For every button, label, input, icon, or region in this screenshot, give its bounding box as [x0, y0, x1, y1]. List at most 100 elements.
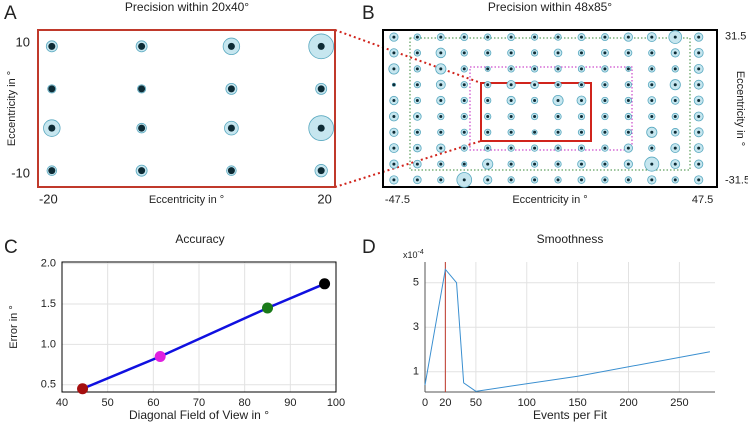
point — [650, 51, 654, 55]
point — [439, 162, 443, 166]
x-axis-label: Eccentricity in ° — [512, 194, 587, 206]
point — [392, 146, 396, 150]
point — [439, 35, 443, 39]
point — [486, 146, 490, 150]
point — [462, 83, 466, 87]
region-outer — [409, 37, 691, 171]
point — [227, 167, 235, 175]
point — [556, 162, 560, 166]
x-tick-label: 250 — [670, 397, 688, 409]
point — [317, 167, 325, 175]
point — [415, 115, 419, 119]
x-tick-label: 47.5 — [692, 194, 713, 206]
point — [603, 146, 607, 150]
point — [697, 162, 701, 166]
x-axis-label: Eccentricity in ° — [149, 194, 224, 206]
point — [626, 67, 630, 71]
point — [673, 115, 677, 119]
point — [462, 146, 466, 150]
point — [509, 83, 513, 87]
panel-label: D — [362, 237, 376, 258]
x-tick-label: 50 — [102, 397, 114, 409]
point — [462, 67, 466, 71]
point — [462, 51, 466, 55]
point — [48, 167, 56, 175]
point — [673, 98, 677, 102]
point — [556, 146, 560, 150]
x-tick-label: 200 — [619, 397, 637, 409]
point — [626, 51, 630, 55]
point — [392, 162, 396, 166]
point — [509, 162, 513, 166]
line — [424, 268, 711, 392]
point — [626, 178, 630, 182]
zoom-line — [334, 29, 482, 84]
point — [650, 130, 654, 134]
point — [533, 98, 537, 102]
x-tick-label: 0 — [422, 397, 428, 409]
panel-label: C — [4, 237, 18, 258]
point — [603, 130, 607, 134]
point — [439, 83, 443, 87]
y-tick-label: 2.0 — [41, 258, 56, 270]
region-middle — [469, 66, 633, 151]
panel-label: A — [4, 3, 17, 24]
chart-title: Precision within 48x85° — [488, 0, 612, 14]
point — [509, 130, 513, 134]
point — [439, 130, 443, 134]
point — [556, 51, 560, 55]
point — [509, 51, 513, 55]
point — [579, 35, 583, 39]
point — [603, 67, 607, 71]
x-tick-label: 70 — [193, 397, 205, 409]
point — [227, 42, 235, 50]
chart-title: Smoothness — [537, 232, 604, 246]
point — [138, 85, 146, 93]
point — [626, 162, 630, 166]
x-tick-label: 60 — [147, 397, 159, 409]
point — [439, 98, 443, 102]
point — [392, 130, 396, 134]
x-tick-label: 100 — [327, 397, 345, 409]
point — [486, 130, 490, 134]
point — [509, 146, 513, 150]
point — [486, 98, 490, 102]
point — [262, 302, 273, 314]
plot-frame — [37, 29, 336, 188]
point — [650, 146, 654, 150]
x-tick-label: 150 — [568, 397, 586, 409]
point — [626, 146, 630, 150]
point — [317, 85, 325, 93]
point — [392, 51, 396, 55]
panel-label: B — [362, 3, 375, 24]
point — [697, 130, 701, 134]
point — [556, 115, 560, 119]
y-tick-label: 1 — [413, 366, 419, 378]
point — [533, 162, 537, 166]
point — [533, 35, 537, 39]
point — [415, 51, 419, 55]
point — [462, 178, 466, 182]
point — [579, 130, 583, 134]
point — [603, 98, 607, 102]
line — [82, 282, 326, 390]
point — [486, 162, 490, 166]
point — [392, 98, 396, 102]
point — [673, 83, 677, 87]
point — [603, 115, 607, 119]
y-multiplier: x10-4 — [403, 249, 424, 261]
point — [579, 178, 583, 182]
point — [556, 178, 560, 182]
point — [603, 51, 607, 55]
y-axis-label: Error in ° — [8, 305, 20, 349]
point — [509, 178, 513, 182]
point — [697, 98, 701, 102]
point — [626, 130, 630, 134]
x-tick-label: 40 — [56, 397, 68, 409]
point — [650, 67, 654, 71]
point — [603, 83, 607, 87]
point — [626, 83, 630, 87]
point — [579, 67, 583, 71]
y-tick-label: -10 — [11, 165, 30, 180]
